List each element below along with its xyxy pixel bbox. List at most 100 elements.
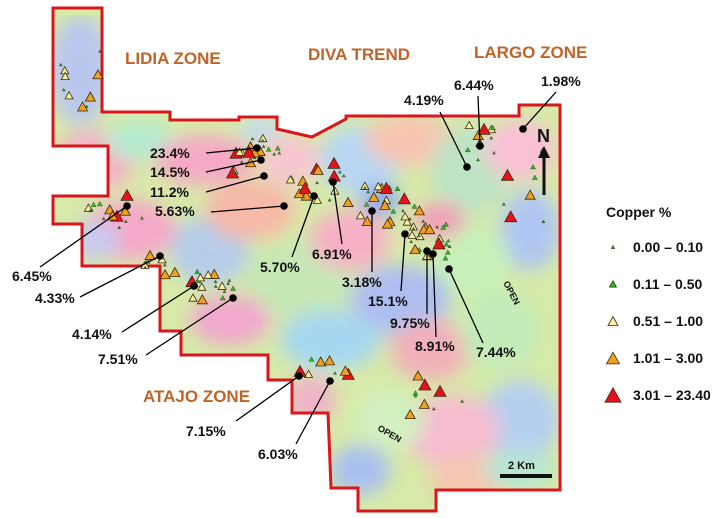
legend-range-2: 0.11 – 0.50: [633, 276, 703, 292]
grade-label: 6.03%: [258, 446, 298, 462]
sample-location-dot: [257, 156, 265, 164]
leader-line: [439, 111, 468, 168]
sample-location-dot: [253, 144, 261, 152]
grade-label: 7.51%: [98, 351, 138, 367]
drill-sample-markers: [58, 49, 546, 420]
leader-line: [210, 205, 285, 213]
legend-symbol-5: [604, 386, 622, 403]
sample-triangle: [323, 355, 336, 366]
sample-triangle: [315, 180, 319, 185]
sample-triangle: [381, 218, 394, 229]
sample-triangle: [464, 120, 474, 130]
sample-triangle: [58, 62, 63, 67]
sample-triangle: [342, 196, 354, 207]
grade-label: 14.5%: [150, 164, 190, 180]
legend-symbol-3: [607, 315, 619, 326]
grade-label: 6.44%: [454, 77, 494, 93]
sample-triangle: [61, 87, 66, 92]
sample-triangle: [397, 192, 412, 205]
sample-triangle: [524, 189, 536, 200]
sample-triangle: [460, 399, 464, 403]
sample-triangle: [418, 398, 431, 409]
zone-label-atajo: ATAJO ZONE: [143, 387, 250, 406]
sample-triangle: [361, 215, 373, 226]
sample-triangle: [490, 125, 496, 131]
high-grade-triangle: [433, 384, 447, 397]
sample-triangle: [368, 191, 380, 202]
sample-triangle: [417, 233, 421, 238]
sample-triangle: [250, 136, 255, 141]
north-arrow-icon: N: [537, 126, 550, 195]
sample-triangle: [379, 181, 394, 194]
zone-label-diva: DIVA TREND: [308, 45, 410, 64]
leader-line: [477, 95, 481, 147]
leader-line: [522, 91, 557, 130]
leader-line: [121, 285, 195, 333]
sample-triangle: [261, 144, 266, 148]
sample-triangle: [464, 146, 471, 153]
sample-triangle: [234, 147, 245, 156]
svg-text:2 Km: 2 Km: [508, 460, 535, 472]
sample-triangle: [303, 369, 314, 378]
sample-triangle: [418, 378, 432, 391]
sample-triangle: [407, 230, 417, 239]
sample-location-dot: [329, 178, 337, 186]
leader-line: [205, 159, 262, 173]
sample-triangle: [140, 216, 144, 220]
grade-label: 4.33%: [35, 290, 75, 306]
sample-triangle: [285, 174, 296, 184]
sample-triangle: [272, 152, 277, 156]
grade-label: 7.44%: [476, 344, 516, 360]
sample-triangle: [96, 200, 103, 207]
sample-triangle: [366, 189, 371, 194]
sample-triangle: [443, 221, 449, 227]
grade-label: 23.4%: [150, 145, 190, 161]
high-grade-triangle: [477, 122, 491, 135]
sample-triangle: [504, 210, 518, 223]
sample-location-dot: [429, 250, 437, 258]
sample-triangle: [424, 223, 436, 235]
sample-triangle: [443, 241, 450, 247]
sample-triangle: [312, 164, 324, 175]
sample-triangle: [394, 185, 401, 191]
sample-triangle: [446, 238, 451, 243]
sample-location-dot: [326, 377, 334, 385]
sample-triangle: [421, 219, 426, 223]
sample-triangle: [188, 293, 198, 302]
grade-label: 8.91%: [415, 338, 455, 354]
leader-line: [39, 205, 128, 268]
legend-title: Copper %: [606, 204, 672, 220]
leader-line: [400, 233, 406, 292]
legend-range-3: 0.51 – 1.00: [633, 313, 703, 329]
property-boundary: [51, 6, 562, 513]
sample-triangle: [64, 90, 74, 100]
sample-triangle: [541, 219, 546, 224]
grade-labels: 23.4% 14.5% 11.2% 5.63% 6.45% 4.33% 4.14% 7.51%…: [12, 73, 581, 462]
grade-leader-lines: [39, 91, 557, 445]
sample-triangle: [159, 268, 171, 280]
high-grade-triangle: [298, 181, 312, 194]
leader-line: [295, 380, 331, 445]
sample-triangle: [355, 210, 366, 220]
grade-label: 5.70%: [260, 259, 300, 275]
sample-triangle: [230, 285, 236, 291]
sample-location-dot: [401, 230, 409, 238]
copper-legend: Copper % 0.00 – 0.10 0.11 – 0.50 0.51 – 1.…: [604, 204, 711, 403]
sample-location-dot: [476, 142, 484, 150]
sample-triangle: [195, 272, 206, 282]
sample-triangle: [219, 295, 226, 301]
sample-triangle: [363, 185, 367, 190]
grade-label: 6.91%: [312, 246, 352, 262]
sample-location-dot: [229, 294, 237, 302]
sample-triangle: [472, 129, 484, 140]
magnetic-heat-map: [53, 8, 560, 511]
grade-label: 15.1%: [368, 293, 408, 309]
sample-triangle: [144, 249, 156, 260]
sample-triangle: [119, 205, 131, 216]
sample-triangle: [239, 160, 244, 164]
sample-triangle: [400, 211, 410, 221]
sample-triangle: [413, 205, 426, 216]
sample-triangle: [101, 216, 106, 221]
sample-triangle: [411, 203, 418, 209]
sample-triangle: [162, 263, 167, 267]
